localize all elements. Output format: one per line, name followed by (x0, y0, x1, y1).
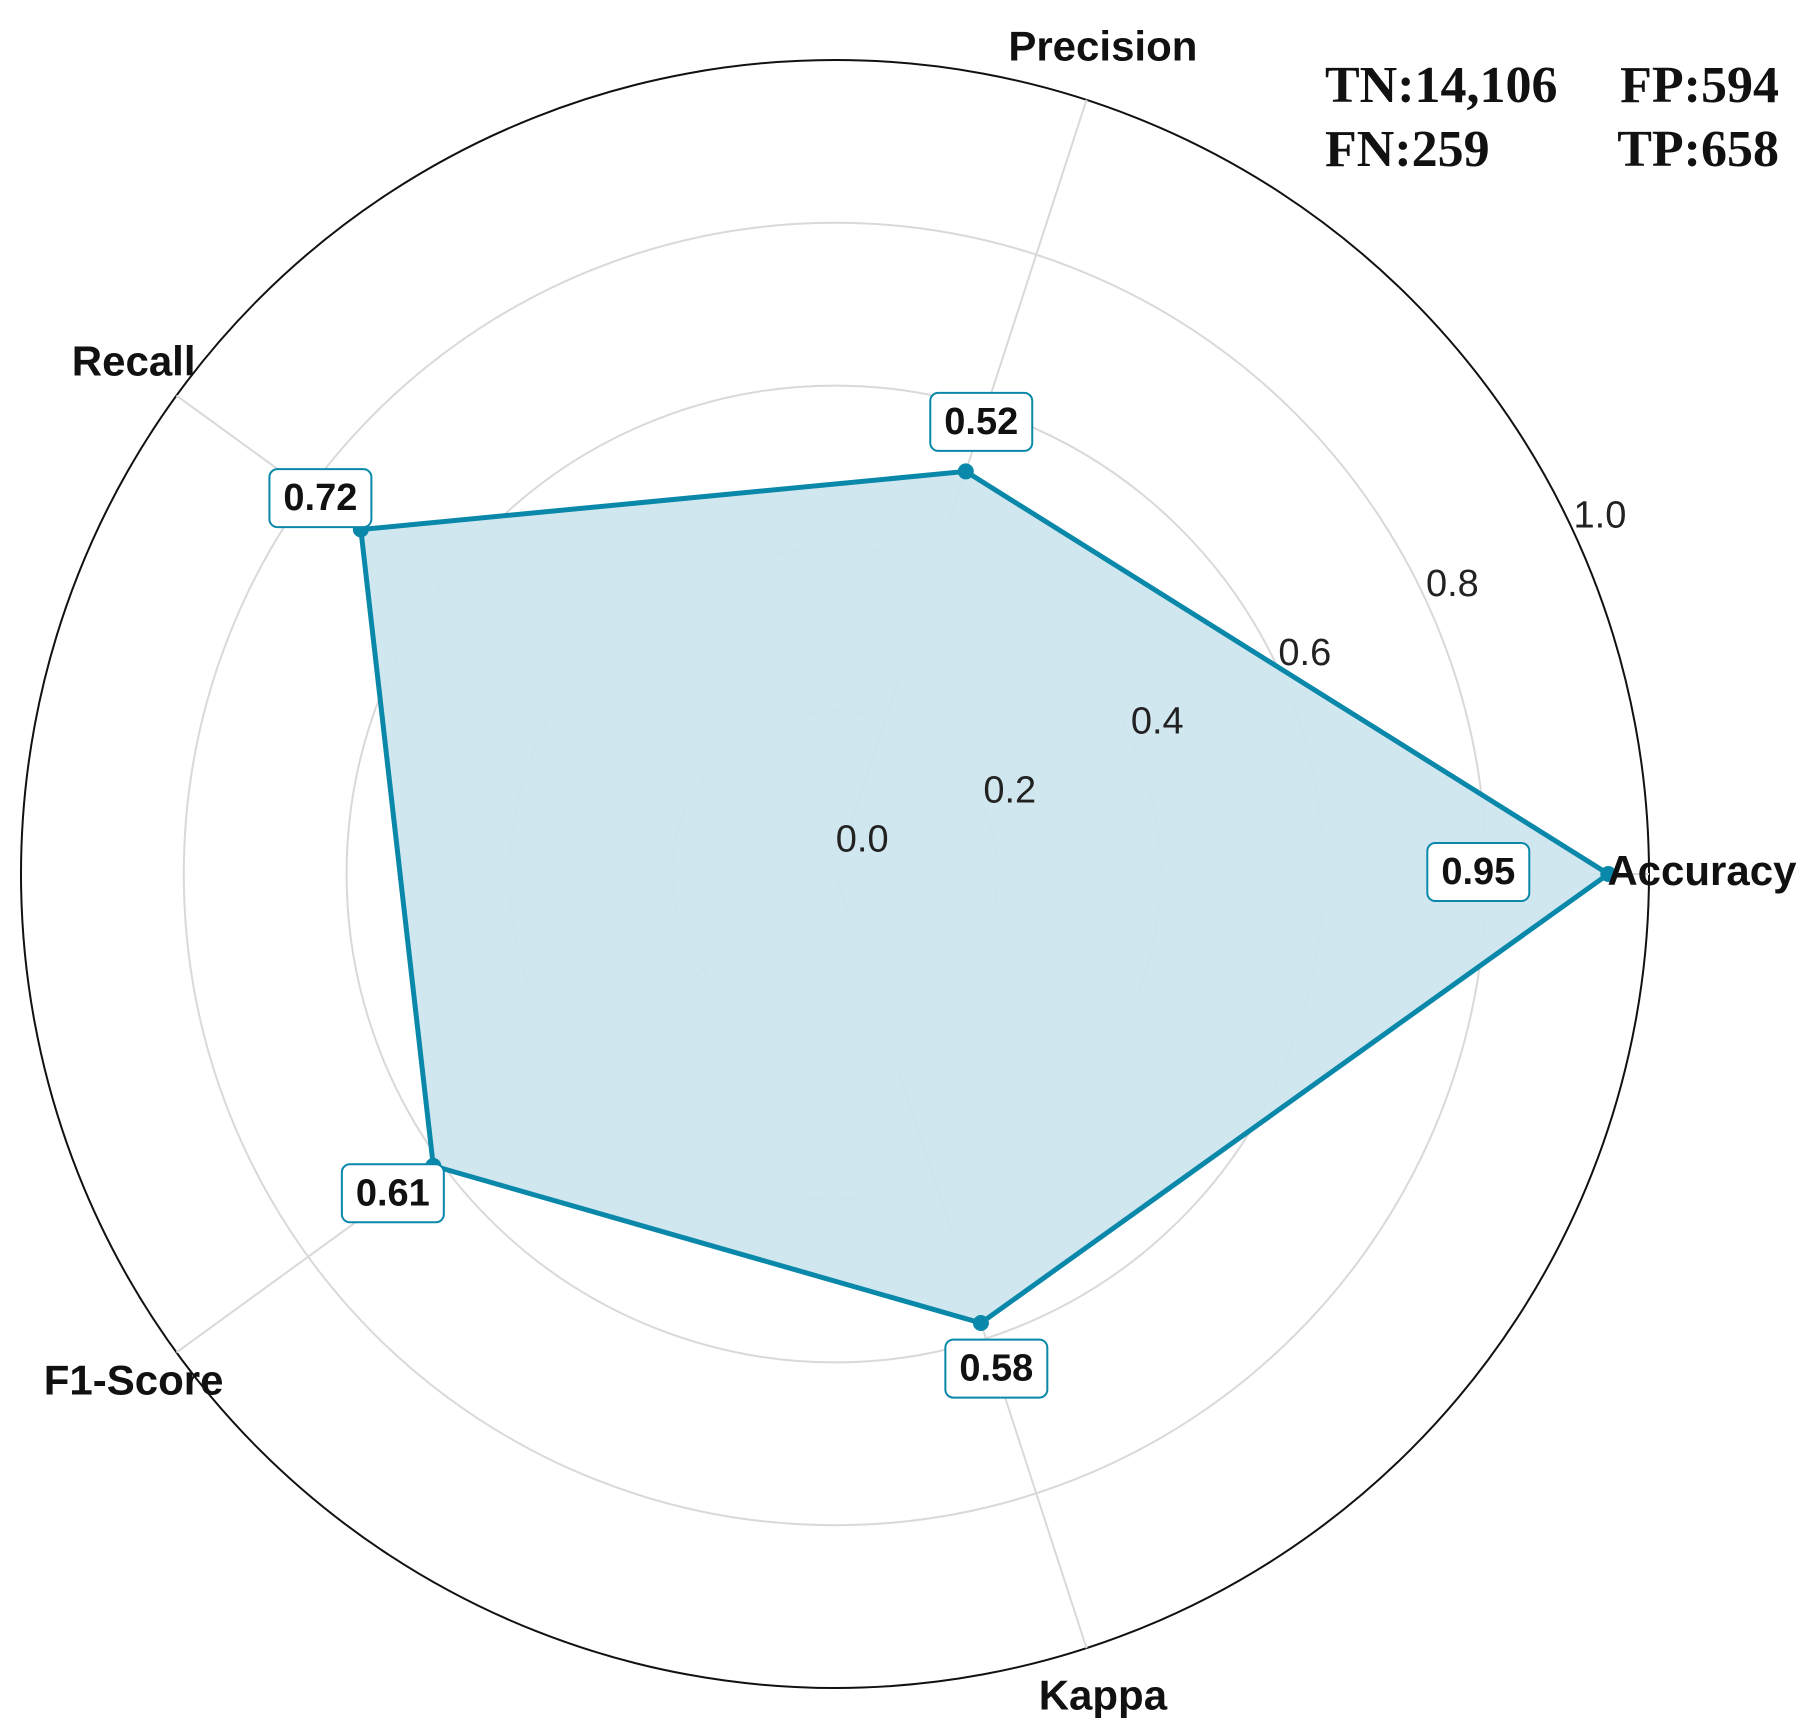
axis-label: F1-Score (44, 1357, 224, 1404)
value-label: 0.58 (959, 1348, 1033, 1390)
annotation: TN:14,106 (1325, 57, 1558, 114)
r-tick-label: 0.4 (1131, 701, 1184, 743)
r-tick-label: 1.0 (1574, 494, 1627, 536)
value-label-box (340, 1163, 445, 1224)
axis-label: Kappa (1039, 1672, 1168, 1719)
annotation: FN:259 (1325, 121, 1490, 178)
r-tick-label: 0.8 (1426, 563, 1479, 605)
data-point (1600, 866, 1617, 882)
r-tick-label: 0.6 (1278, 632, 1331, 674)
data-point (957, 463, 974, 480)
annotation: FP:594 (1620, 57, 1779, 114)
r-tick-label: 0.0 (836, 818, 889, 860)
value-label-box (929, 391, 1034, 452)
axis-label: Precision (1008, 23, 1197, 70)
radar-area (358, 468, 1613, 1326)
value-label: 0.61 (356, 1172, 430, 1214)
axis-label: Accuracy (1607, 847, 1797, 894)
value-label: 0.52 (944, 401, 1018, 443)
value-label-box (1426, 842, 1531, 903)
annotation: TP:658 (1617, 121, 1779, 178)
value-label: 0.72 (283, 477, 357, 519)
value-label-box (268, 468, 373, 529)
value-label: 0.95 (1441, 851, 1515, 893)
axis-label: Recall (72, 338, 196, 385)
data-point (972, 1315, 989, 1332)
r-tick-label: 0.2 (983, 770, 1036, 812)
value-label-box (944, 1338, 1049, 1399)
